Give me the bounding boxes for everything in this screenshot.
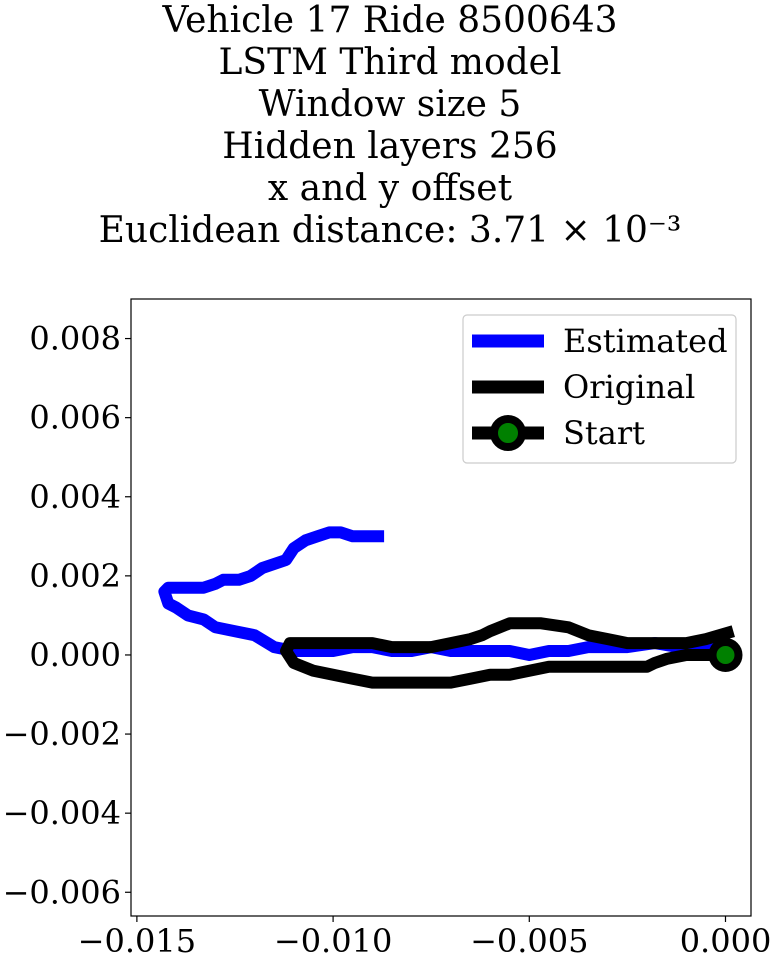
legend: Estimated Original Start [462, 314, 737, 464]
y-tick-label: −0.002 [3, 715, 121, 753]
legend-label-start: Start [563, 414, 645, 452]
y-tick-label: 0.006 [29, 399, 121, 437]
series-layer [158, 526, 743, 689]
legend-box [462, 314, 737, 464]
legend-label-estimated: Estimated [563, 322, 728, 360]
series-estimated-line [158, 526, 727, 661]
series-start-marker [708, 638, 743, 672]
legend-swatch-start-marker [490, 415, 526, 451]
x-tick-label: −0.010 [274, 922, 392, 960]
y-tick-label: 0.004 [29, 478, 121, 516]
title-line-1: Vehicle 17 Ride 8500643 [162, 0, 618, 41]
y-tick-label: −0.006 [3, 873, 121, 911]
y-tick-label: 0.008 [29, 320, 121, 358]
x-tick-label: −0.005 [470, 922, 588, 960]
title-line-3: Window size 5 [258, 84, 522, 125]
legend-label-original: Original [563, 368, 695, 406]
title-line-2: LSTM Third model [218, 42, 562, 83]
y-tick-label: 0.000 [29, 636, 121, 674]
plot-frame [130, 298, 752, 917]
y-axis-ticks: 0.008 0.006 0.004 0.002 0.000 −0.002 −0.004 −0.… [3, 320, 131, 911]
title-line-6: Euclidean distance: 3.71 × 10⁻³ [98, 210, 682, 251]
y-tick-label: −0.004 [3, 794, 121, 832]
series-original-line [280, 617, 735, 689]
x-axis-ticks: −0.015 −0.010 −0.005 0.000 [78, 916, 772, 960]
chart-title: Vehicle 17 Ride 8500643 LSTM Third model… [0, 0, 775, 252]
y-tick-label: 0.002 [29, 557, 121, 595]
title-line-4: Hidden layers 256 [222, 126, 558, 167]
x-tick-label: −0.015 [78, 922, 196, 960]
x-tick-label: 0.000 [680, 922, 772, 960]
title-line-5: x and y offset [267, 168, 513, 209]
